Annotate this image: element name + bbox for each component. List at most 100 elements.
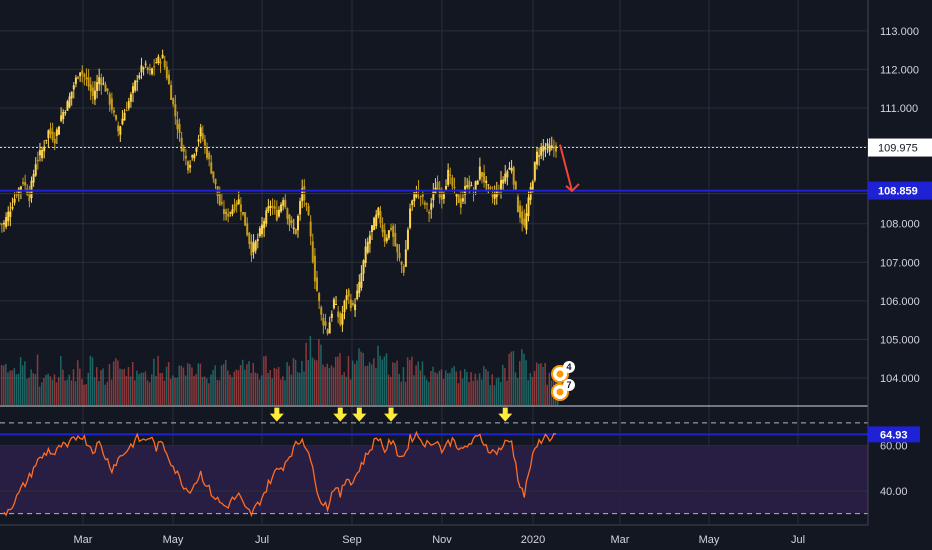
candle-body[interactable] — [290, 220, 293, 224]
candle-body[interactable] — [72, 85, 75, 90]
candle-body[interactable] — [335, 304, 338, 306]
candle-body[interactable] — [489, 187, 492, 189]
candle-body[interactable] — [250, 241, 253, 256]
candle-body[interactable] — [360, 273, 363, 288]
candle-body[interactable] — [510, 168, 513, 171]
candle-body[interactable] — [89, 84, 92, 92]
candle-body[interactable] — [100, 78, 103, 86]
candle-body[interactable] — [140, 65, 143, 73]
annotations[interactable]: 47 — [551, 144, 580, 401]
candle-body[interactable] — [19, 186, 22, 191]
candle-body[interactable] — [413, 192, 416, 202]
candle-body[interactable] — [546, 143, 549, 147]
candle-body[interactable] — [9, 211, 12, 217]
candle-body[interactable] — [432, 190, 435, 201]
candle-body[interactable] — [483, 172, 486, 183]
candle-body[interactable] — [311, 241, 314, 263]
candle-body[interactable] — [385, 237, 388, 242]
candle-body[interactable] — [32, 174, 35, 183]
candle-body[interactable] — [134, 80, 137, 91]
candle-body[interactable] — [197, 139, 200, 142]
candle-body[interactable] — [313, 255, 316, 282]
candle-body[interactable] — [208, 152, 211, 160]
candle-body[interactable] — [104, 84, 107, 92]
candle-body[interactable] — [15, 194, 18, 197]
candle-body[interactable] — [81, 70, 84, 74]
candle-body[interactable] — [256, 239, 259, 242]
candle-body[interactable] — [555, 145, 557, 152]
candle-body[interactable] — [320, 307, 323, 315]
candle-body[interactable] — [521, 211, 524, 225]
signal-arrow-marker[interactable] — [333, 413, 348, 422]
candle-body[interactable] — [542, 145, 545, 152]
candle-body[interactable] — [548, 145, 551, 152]
candle-body[interactable] — [322, 317, 325, 326]
candle-body[interactable] — [144, 63, 147, 65]
candle-body[interactable] — [151, 68, 154, 75]
candle-body[interactable] — [193, 154, 196, 159]
candle-body[interactable] — [326, 329, 329, 334]
candle-body[interactable] — [354, 304, 357, 311]
candle-body[interactable] — [423, 202, 426, 205]
signal-arrow-marker[interactable] — [269, 413, 284, 422]
candle-body[interactable] — [0, 223, 3, 225]
candle-body[interactable] — [172, 98, 175, 105]
candle-body[interactable] — [309, 221, 312, 237]
candle-body[interactable] — [189, 164, 192, 168]
candle-body[interactable] — [112, 110, 115, 113]
candle-body[interactable] — [364, 246, 367, 264]
candle-body[interactable] — [163, 60, 166, 68]
candle-body[interactable] — [468, 180, 471, 189]
candle-body[interactable] — [453, 186, 456, 189]
candle-body[interactable] — [11, 206, 14, 209]
candle-body[interactable] — [96, 82, 99, 91]
candle-body[interactable] — [330, 313, 333, 318]
candle-body[interactable] — [504, 173, 507, 182]
candle-body[interactable] — [165, 66, 168, 79]
candle-body[interactable] — [127, 101, 130, 109]
candle-body[interactable] — [449, 174, 452, 176]
candle-body[interactable] — [22, 182, 25, 184]
candle-body[interactable] — [442, 193, 445, 199]
candle-body[interactable] — [222, 209, 225, 215]
candle-body[interactable] — [296, 215, 299, 231]
candle-body[interactable] — [248, 232, 251, 245]
candle-body[interactable] — [428, 212, 431, 214]
candle-body[interactable] — [47, 130, 50, 139]
candle-body[interactable] — [87, 77, 90, 87]
candle-body[interactable] — [332, 299, 335, 309]
candle-body[interactable] — [161, 54, 164, 59]
candle-body[interactable] — [341, 313, 344, 325]
candle-body[interactable] — [225, 212, 228, 214]
candle-body[interactable] — [43, 146, 46, 152]
candle-body[interactable] — [273, 206, 276, 209]
candle-body[interactable] — [79, 72, 82, 77]
candle-body[interactable] — [0, 223, 1, 225]
candle-body[interactable] — [233, 204, 236, 211]
candle-body[interactable] — [142, 67, 145, 69]
candle-body[interactable] — [377, 207, 380, 216]
candle-body[interactable] — [533, 162, 536, 181]
candle-body[interactable] — [66, 101, 69, 111]
candle-body[interactable] — [191, 155, 194, 158]
candle-body[interactable] — [218, 193, 221, 206]
candle-body[interactable] — [502, 179, 505, 184]
candle-body[interactable] — [358, 281, 361, 294]
candle-body[interactable] — [451, 177, 454, 187]
candle-body[interactable] — [508, 167, 511, 170]
candle-body[interactable] — [148, 68, 151, 71]
candle-body[interactable] — [491, 194, 494, 197]
candle-body[interactable] — [263, 220, 266, 229]
candle-body[interactable] — [438, 188, 441, 198]
candle-body[interactable] — [394, 232, 397, 246]
candle-body[interactable] — [356, 290, 359, 300]
candle-body[interactable] — [102, 83, 105, 85]
candle-body[interactable] — [267, 206, 270, 211]
candle-body[interactable] — [123, 112, 126, 121]
candle-body[interactable] — [271, 206, 274, 208]
candle-body[interactable] — [368, 235, 371, 244]
indicator-pane[interactable] — [0, 407, 868, 518]
candle-body[interactable] — [390, 227, 393, 230]
candle-body[interactable] — [457, 194, 460, 204]
candle-body[interactable] — [254, 241, 257, 251]
